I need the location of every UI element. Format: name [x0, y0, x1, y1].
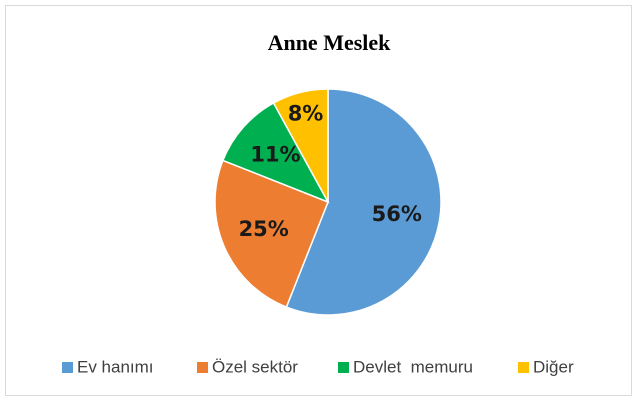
legend-label: Özel sektör	[212, 357, 298, 376]
data-label: 11%	[250, 143, 300, 167]
legend-swatch	[197, 362, 208, 373]
pie-slice	[272, 88, 329, 203]
legend-label: Devlet memuru	[353, 357, 473, 376]
legend-label: Ev hanımı	[77, 357, 154, 376]
legend-label: Diğer	[533, 357, 574, 376]
data-label: 56%	[372, 202, 422, 226]
legend-swatch	[518, 362, 529, 373]
pie-slice	[221, 101, 330, 204]
legend-swatch	[338, 362, 349, 373]
chart-title: Anne Meslek	[268, 30, 392, 55]
pie-slice	[285, 88, 442, 316]
pie-slice	[214, 159, 329, 309]
data-label: 25%	[239, 217, 289, 241]
legend-swatch	[62, 362, 73, 373]
data-label: 8%	[288, 101, 324, 125]
